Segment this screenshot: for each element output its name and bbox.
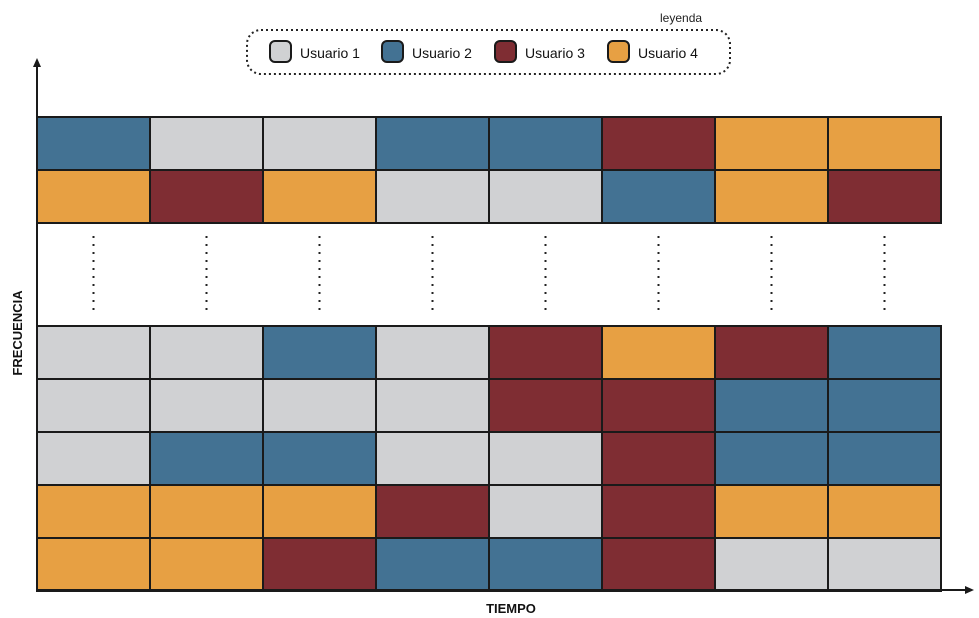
legend-swatch xyxy=(607,40,630,63)
grid-cell-usuario-2 xyxy=(375,537,490,592)
grid-cell-usuario-4 xyxy=(149,484,264,539)
grid-cell-usuario-3 xyxy=(601,378,716,433)
grid-cell-usuario-2 xyxy=(827,378,942,433)
grid-cell-usuario-3 xyxy=(149,169,264,224)
grid-cell-usuario-2 xyxy=(36,116,151,171)
grid-cell-usuario-3 xyxy=(488,378,603,433)
legend-item-usuario-1: Usuario 1 xyxy=(269,40,360,63)
legend-item-usuario-4: Usuario 4 xyxy=(607,40,698,63)
grid-cell-usuario-3 xyxy=(601,431,716,486)
grid-cell-usuario-1 xyxy=(262,116,377,171)
grid-cell-usuario-2 xyxy=(827,325,942,380)
y-axis-label: FRECUENCIA xyxy=(10,290,25,376)
legend-item-usuario-3: Usuario 3 xyxy=(494,40,585,63)
grid-cell-usuario-4 xyxy=(36,484,151,539)
grid-cell-usuario-4 xyxy=(827,116,942,171)
legend-label: Usuario 4 xyxy=(638,45,698,61)
grid-cell-usuario-1 xyxy=(488,431,603,486)
grid-cell-usuario-4 xyxy=(149,537,264,592)
grid-cell-usuario-3 xyxy=(262,537,377,592)
legend-title: leyenda xyxy=(660,11,702,25)
grid-cell-usuario-1 xyxy=(36,431,151,486)
legend-swatch xyxy=(494,40,517,63)
grid-cell-usuario-2 xyxy=(375,116,490,171)
legend-swatch xyxy=(269,40,292,63)
grid-cell-usuario-4 xyxy=(36,537,151,592)
grid-cell-usuario-1 xyxy=(375,325,490,380)
grid-top-rows xyxy=(36,116,942,224)
grid-cell-usuario-2 xyxy=(262,325,377,380)
grid-cell-usuario-3 xyxy=(601,484,716,539)
grid-cell-usuario-4 xyxy=(714,484,829,539)
grid-cell-usuario-4 xyxy=(262,169,377,224)
dotted-continuation xyxy=(92,236,886,314)
grid-cell-usuario-1 xyxy=(488,484,603,539)
grid-cell-usuario-2 xyxy=(601,169,716,224)
grid-cell-usuario-4 xyxy=(262,484,377,539)
grid-cell-usuario-1 xyxy=(488,169,603,224)
grid-cell-usuario-1 xyxy=(375,378,490,433)
grid-cell-usuario-1 xyxy=(714,537,829,592)
grid-cell-usuario-2 xyxy=(827,431,942,486)
grid-cell-usuario-3 xyxy=(601,537,716,592)
legend-label: Usuario 3 xyxy=(525,45,585,61)
legend-items: Usuario 1 Usuario 2 Usuario 3 Usuario 4 xyxy=(269,40,698,63)
legend: leyenda Usuario 1 Usuario 2 Usuario 3 Usuar… xyxy=(246,11,731,75)
grid-cell-usuario-3 xyxy=(827,169,942,224)
grid-cell-usuario-1 xyxy=(827,537,942,592)
grid-cell-usuario-4 xyxy=(601,325,716,380)
grid-cell-usuario-1 xyxy=(36,325,151,380)
grid-cell-usuario-1 xyxy=(375,431,490,486)
grid-cell-usuario-2 xyxy=(714,431,829,486)
grid-cell-usuario-2 xyxy=(262,431,377,486)
grid-cell-usuario-2 xyxy=(714,378,829,433)
grid-cell-usuario-1 xyxy=(149,378,264,433)
grid-cell-usuario-4 xyxy=(827,484,942,539)
grid-cell-usuario-1 xyxy=(375,169,490,224)
grid-cell-usuario-4 xyxy=(36,169,151,224)
grid-cell-usuario-1 xyxy=(149,116,264,171)
grid-cell-usuario-2 xyxy=(149,431,264,486)
legend-item-usuario-2: Usuario 2 xyxy=(381,40,472,63)
grid-cell-usuario-3 xyxy=(714,325,829,380)
grid-cell-usuario-2 xyxy=(488,537,603,592)
grid-bottom-rows xyxy=(36,325,942,592)
grid-cell-usuario-3 xyxy=(488,325,603,380)
grid-cell-usuario-1 xyxy=(262,378,377,433)
grid-cell-usuario-4 xyxy=(714,169,829,224)
grid-cell-usuario-3 xyxy=(375,484,490,539)
grid-cell-usuario-1 xyxy=(36,378,151,433)
grid-cell-usuario-4 xyxy=(714,116,829,171)
x-axis-label: TIEMPO xyxy=(486,601,536,616)
grid-cell-usuario-3 xyxy=(601,116,716,171)
grid-cell-usuario-2 xyxy=(488,116,603,171)
grid-cell-usuario-1 xyxy=(149,325,264,380)
legend-swatch xyxy=(381,40,404,63)
legend-label: Usuario 2 xyxy=(412,45,472,61)
legend-label: Usuario 1 xyxy=(300,45,360,61)
